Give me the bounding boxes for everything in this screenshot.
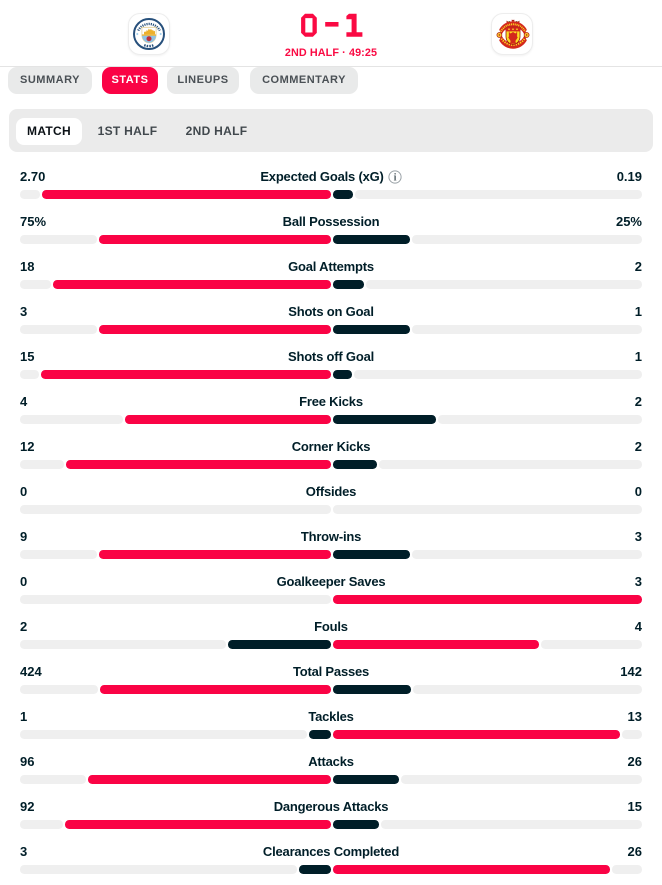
svg-text:i: i bbox=[393, 172, 396, 183]
